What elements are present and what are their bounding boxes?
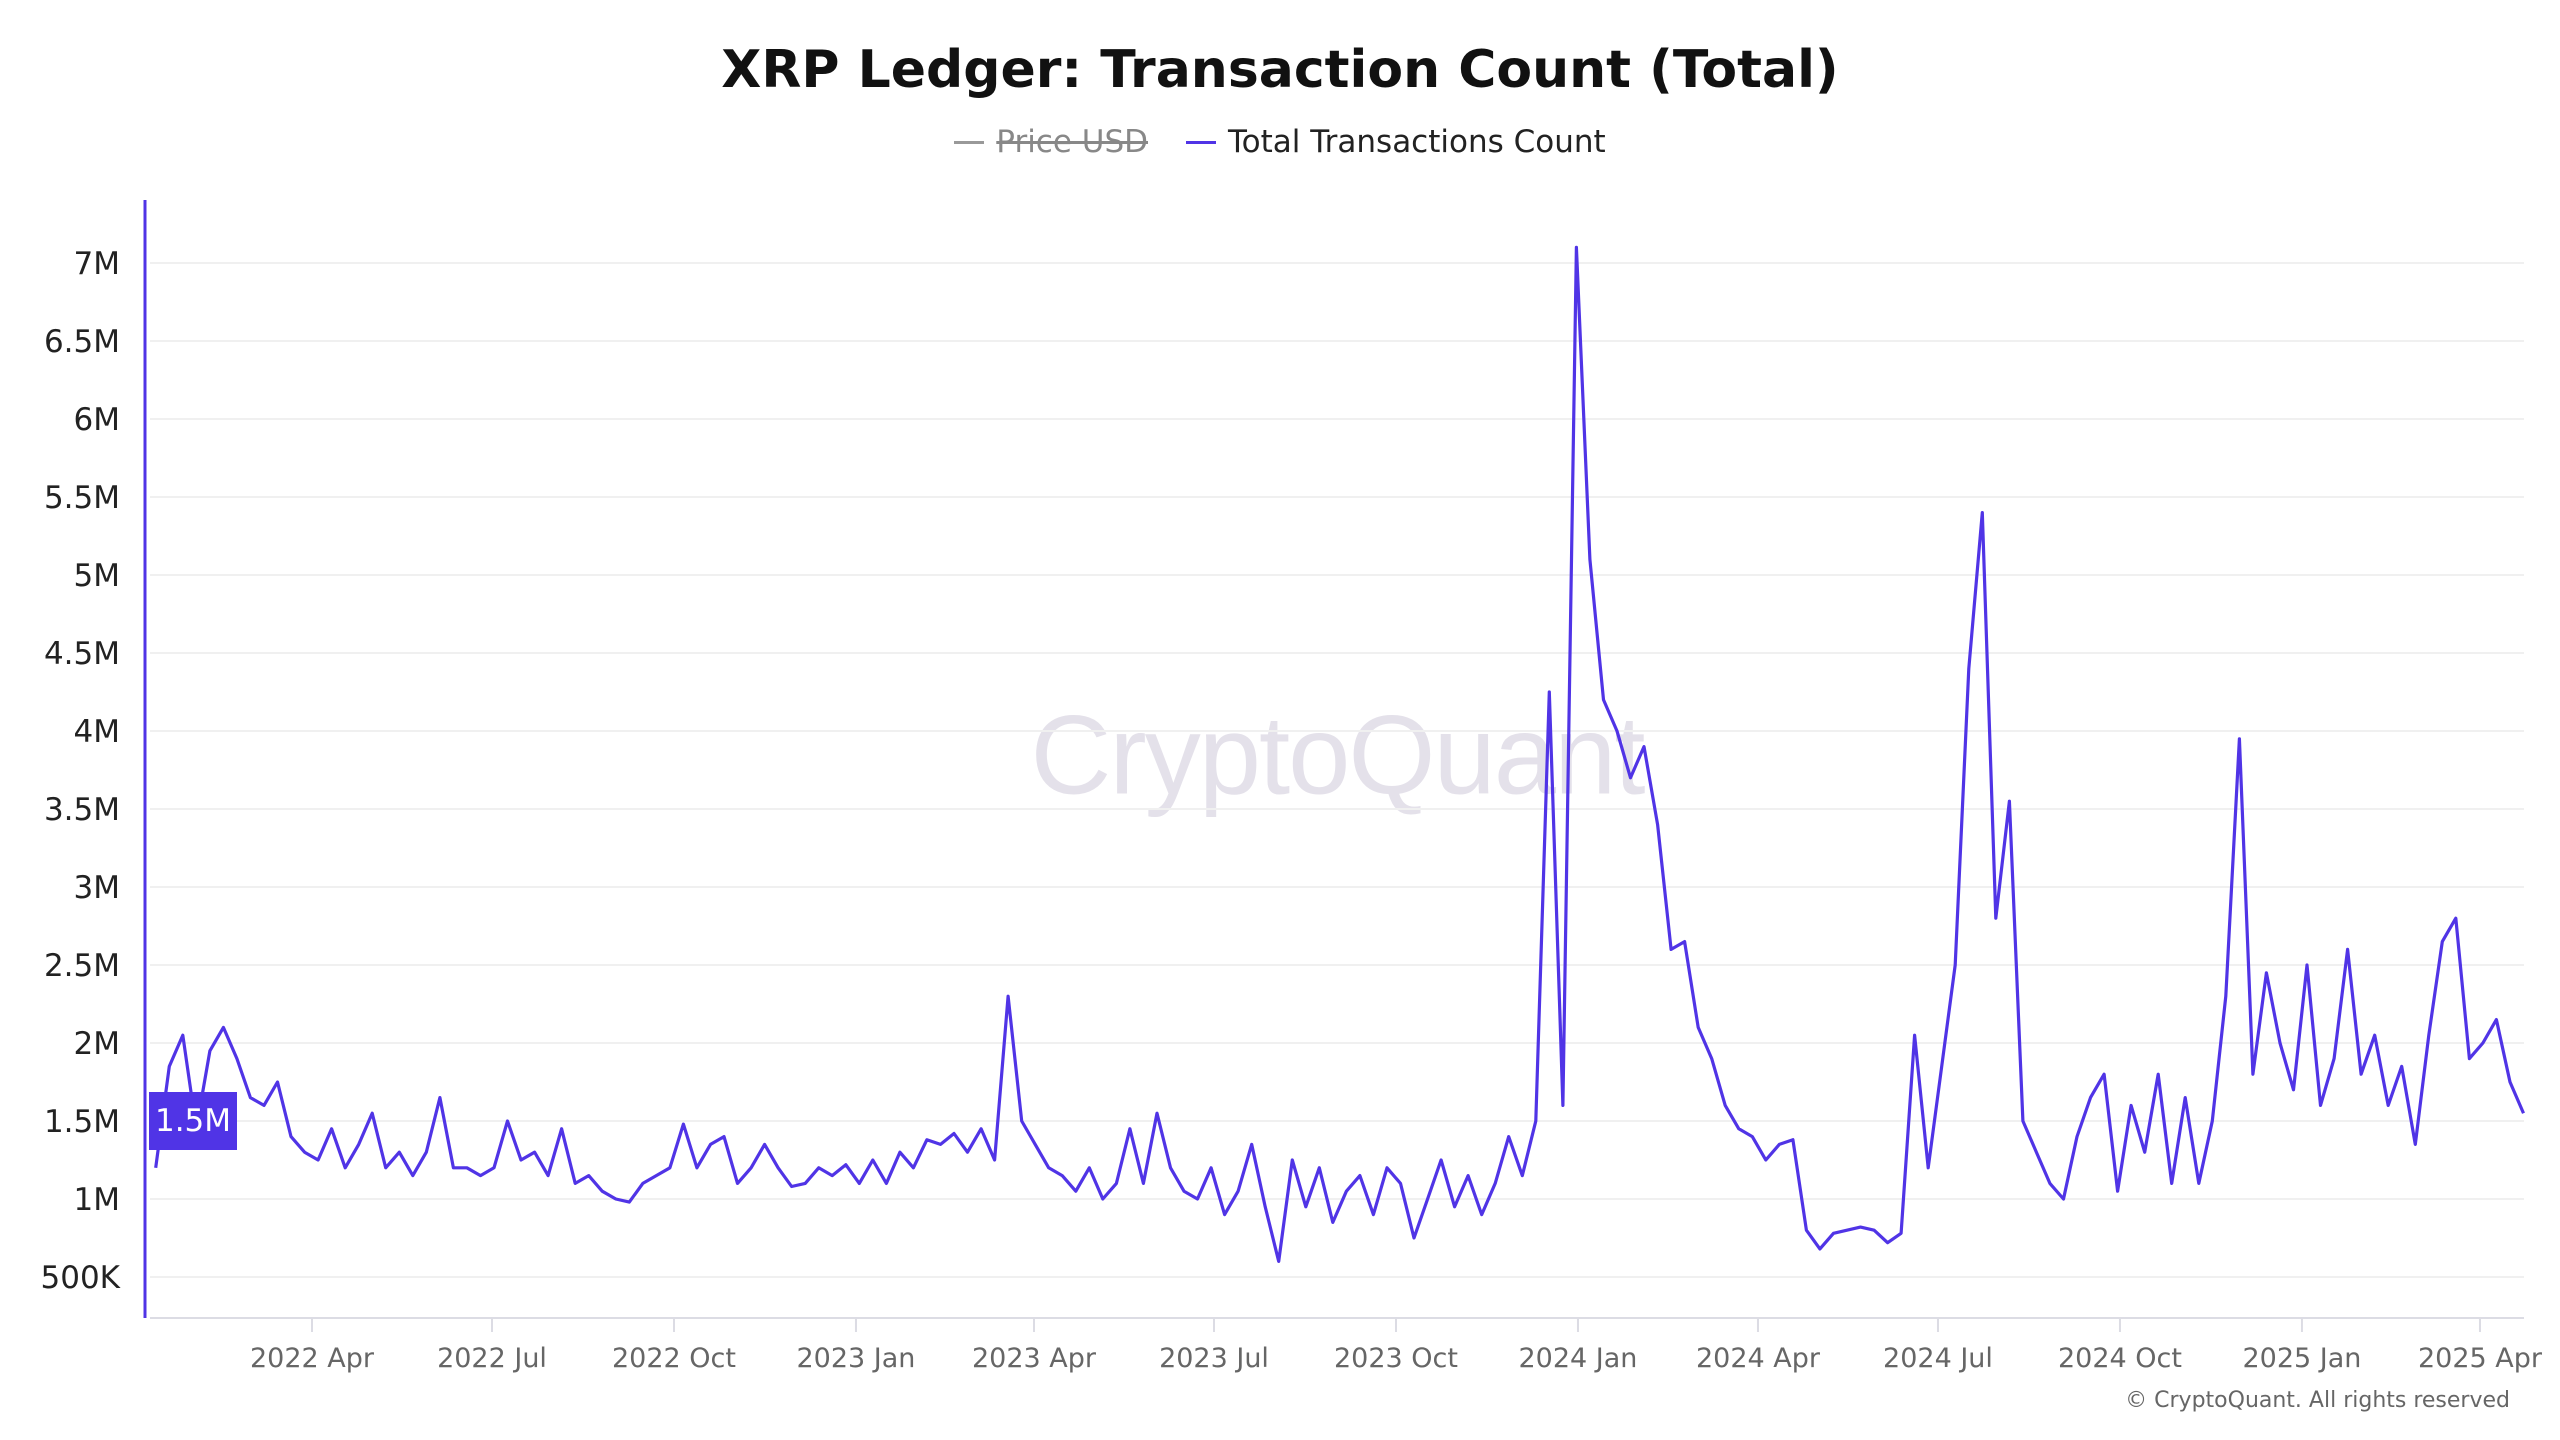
watermark-logo: CryptoQuant: [1030, 692, 1646, 818]
x-tick-label: 2025 Apr: [2418, 1343, 2543, 1374]
x-tick-label: 2022 Apr: [250, 1343, 375, 1374]
y-tick-label: 7M: [74, 246, 120, 282]
y-tick-label: 6M: [74, 402, 120, 438]
y-tick-label: 3M: [74, 870, 120, 906]
legend-label-price-usd: Price USD: [996, 124, 1149, 160]
y-tick-label: 5M: [74, 558, 120, 594]
y-tick-label: 1.5M: [44, 1104, 120, 1140]
copyright-text: © CryptoQuant. All rights reserved: [2125, 1388, 2510, 1413]
y-tick-label: 6.5M: [44, 324, 120, 360]
price-line-swatch-icon: [954, 140, 985, 144]
series-line-total-transactions: [154, 245, 2525, 1263]
legend-item-price-usd[interactable]: Price USD: [954, 124, 1148, 160]
x-tick-label: 2023 Jan: [797, 1343, 916, 1374]
legend-item-total-transactions[interactable]: Total Transactions Count: [1186, 124, 1606, 160]
x-tick-label: 2025 Jan: [2242, 1343, 2361, 1374]
x-tick-label: 2024 Jan: [1519, 1343, 1638, 1374]
y-tick-label: 1M: [74, 1182, 120, 1218]
y-tick-label: 500K: [41, 1260, 121, 1296]
chart-title: XRP Ledger: Transaction Count (Total): [721, 40, 1839, 100]
x-tick-label: 2023 Oct: [1334, 1343, 1458, 1374]
x-tick-label: 2024 Apr: [1696, 1343, 1821, 1374]
x-tick-label: 2022 Jul: [437, 1343, 547, 1374]
y-tick-label: 4M: [74, 714, 120, 750]
x-tick-label: 2023 Jul: [1159, 1343, 1269, 1374]
legend: Price USD Total Transactions Count: [0, 124, 2560, 160]
legend-label-total-transactions: Total Transactions Count: [1228, 124, 1606, 160]
y-axis-crosshair-label: 1.5M: [149, 1092, 237, 1150]
x-tick-label: 2024 Oct: [2058, 1343, 2182, 1374]
y-tick-label: 2.5M: [44, 948, 120, 984]
x-tick-label: 2022 Oct: [612, 1343, 736, 1374]
x-tick-label: 2023 Apr: [972, 1343, 1097, 1374]
y-tick-label: 2M: [74, 1026, 120, 1062]
y-tick-label: 5.5M: [44, 480, 120, 516]
y-tick-label: 4.5M: [44, 636, 120, 672]
x-tick-label: 2024 Jul: [1883, 1343, 1993, 1374]
y-tick-label: 3.5M: [44, 792, 120, 828]
tx-line-swatch-icon: [1186, 140, 1217, 144]
